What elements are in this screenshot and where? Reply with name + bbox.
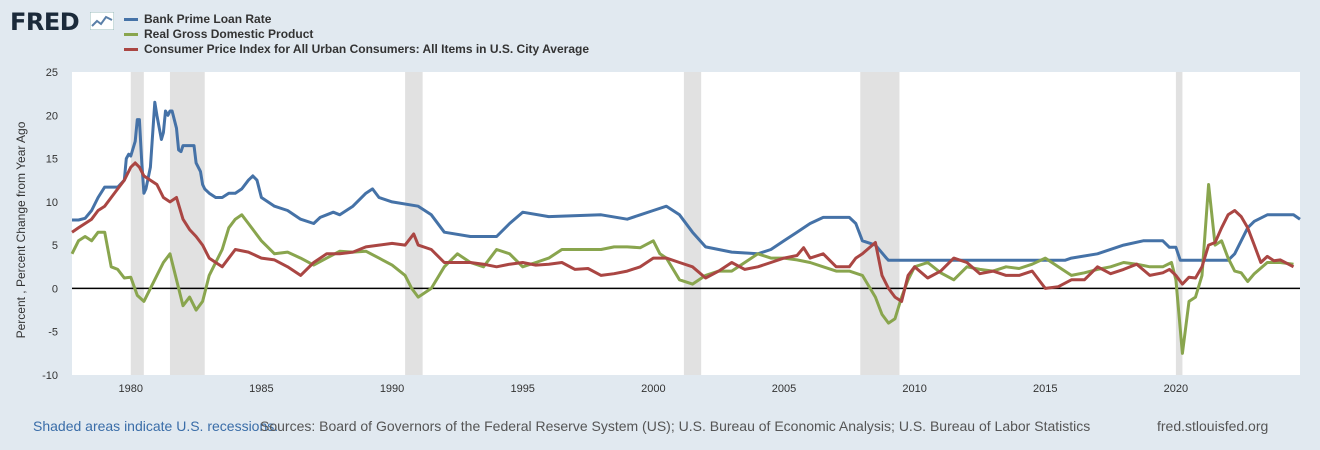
- site-link[interactable]: fred.stlouisfed.org: [1157, 418, 1269, 434]
- y-tick-label: 25: [46, 67, 58, 79]
- series-lines: [70, 100, 1301, 355]
- series-line-0: [72, 100, 1301, 262]
- legend-label: Bank Prime Loan Rate: [144, 12, 272, 26]
- x-tick-label: 2010: [902, 383, 926, 395]
- x-tick-label: 2005: [772, 383, 796, 395]
- sources-text: Sources: Board of Governors of the Feder…: [260, 418, 1091, 434]
- x-tick-label: 1985: [249, 383, 273, 395]
- legend-item-gdp[interactable]: Real Gross Domestic Product: [124, 27, 589, 42]
- x-tick-label: 1980: [119, 383, 143, 395]
- axis-labels: -10 -5 0 5 10 15 20 25 1980 1985 1990 1995 2000 2005 2…: [42, 67, 1188, 395]
- x-tick-label: 1995: [510, 383, 534, 395]
- recession-band: [130, 72, 144, 375]
- series-line-2: [71, 161, 1295, 303]
- legend-label: Real Gross Domestic Product: [144, 27, 314, 41]
- legend-swatch: [124, 18, 138, 21]
- y-tick-label: 0: [52, 283, 58, 295]
- chart-legend: Bank Prime Loan Rate Real Gross Domestic…: [124, 12, 589, 57]
- x-tick-label: 2015: [1033, 383, 1057, 395]
- y-tick-label: -10: [42, 370, 58, 382]
- y-tick-label: 5: [52, 240, 58, 252]
- chart-logo-icon: [90, 12, 114, 30]
- x-tick-label: 2020: [1164, 383, 1188, 395]
- y-tick-label: 10: [46, 197, 58, 209]
- recession-band: [1175, 72, 1183, 375]
- recession-band: [405, 72, 423, 375]
- y-tick-label: 20: [46, 110, 58, 122]
- legend-item-cpi[interactable]: Consumer Price Index for All Urban Consu…: [124, 42, 589, 57]
- recession-note-link[interactable]: Shaded areas indicate U.S. recessions.: [33, 418, 279, 434]
- recession-band: [860, 72, 900, 375]
- fred-logo[interactable]: FRED: [10, 8, 80, 36]
- x-tick-label: 1990: [380, 383, 404, 395]
- y-tick-label: 15: [46, 154, 58, 166]
- legend-item-prime-rate[interactable]: Bank Prime Loan Rate: [124, 12, 589, 27]
- legend-swatch: [124, 33, 138, 36]
- x-tick-label: 2000: [641, 383, 665, 395]
- recession-band: [683, 72, 702, 375]
- legend-swatch: [124, 48, 138, 51]
- y-tick-label: -5: [48, 327, 58, 339]
- legend-label: Consumer Price Index for All Urban Consu…: [144, 42, 589, 56]
- series-line-1: [70, 183, 1294, 355]
